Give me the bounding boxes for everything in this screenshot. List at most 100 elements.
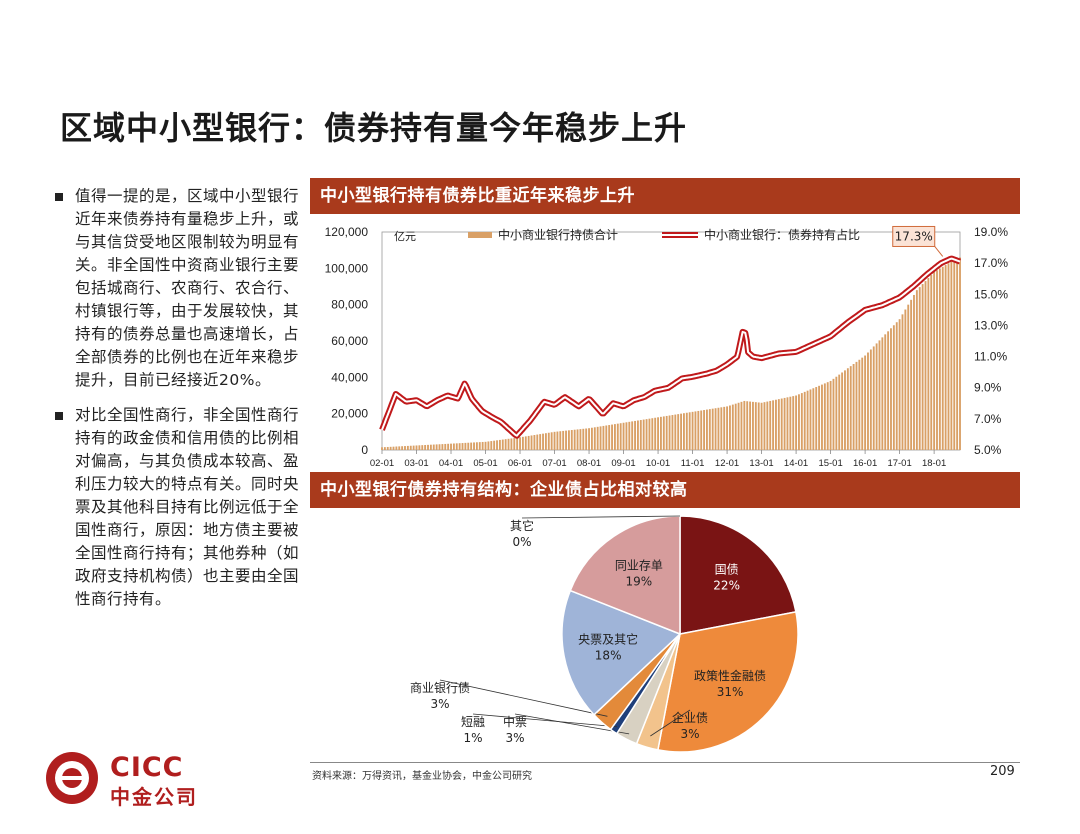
bond-total-bar — [786, 397, 789, 450]
bond-total-bar — [910, 299, 913, 450]
bond-total-bar — [832, 378, 835, 450]
y-left-tick-label: 40,000 — [331, 370, 368, 384]
bond-total-bar — [530, 435, 533, 450]
pie-slice-value: 18% — [595, 649, 622, 663]
pie-slice-label: 同业存单 — [615, 558, 663, 572]
pie-slice — [679, 515, 797, 635]
bond-total-bar — [907, 304, 910, 450]
bond-total-bar — [852, 364, 855, 450]
bond-total-bar — [829, 380, 832, 450]
bond-total-bar — [657, 417, 659, 450]
bond-total-bar — [783, 397, 786, 450]
bond-total-bar — [450, 443, 452, 450]
bond-total-bar — [625, 422, 628, 450]
bond-total-bar — [953, 259, 956, 450]
pie-slice-value: 19% — [626, 574, 653, 588]
y-left-tick-label: 80,000 — [331, 298, 368, 312]
bond-total-bar — [694, 411, 697, 450]
y-right-tick-label: 7.0% — [974, 412, 1002, 426]
bond-total-bar — [639, 420, 642, 450]
bond-total-bar — [898, 319, 901, 450]
bond-total-bar — [757, 402, 760, 450]
bond-total-bar — [714, 408, 717, 450]
bond-total-bar — [386, 446, 389, 450]
bond-total-bar — [381, 447, 383, 450]
bond-total-bar — [927, 278, 930, 450]
bond-total-bar — [665, 415, 668, 450]
bond-total-bar — [547, 432, 550, 450]
y-left-tick-label: 60,000 — [331, 334, 368, 348]
bond-total-bar — [754, 402, 757, 450]
bond-total-bar — [697, 410, 700, 450]
bond-total-bar — [588, 428, 590, 450]
bond-total-bar — [418, 445, 421, 450]
annotation-label: 17.3% — [895, 229, 933, 243]
bond-total-bar — [872, 346, 875, 450]
bond-total-bar — [691, 411, 694, 450]
bond-total-bar — [596, 426, 599, 450]
x-tick-label: 03-01 — [404, 458, 428, 469]
annotation-box — [892, 225, 936, 247]
bond-total-bar — [723, 406, 726, 450]
bond-total-bar — [611, 424, 613, 450]
bond-total-bar — [826, 382, 829, 450]
bond-total-bar — [464, 442, 467, 450]
bond-total-bar — [478, 442, 481, 450]
bond-total-bar — [490, 441, 493, 450]
bond-total-bar — [415, 445, 418, 450]
bond-total-bar — [504, 439, 507, 450]
bond-total-bar — [887, 331, 890, 450]
bond-total-bar — [688, 412, 691, 450]
bond-total-bar — [674, 414, 677, 450]
pie-slice — [657, 611, 799, 753]
bond-total-bar — [590, 427, 593, 450]
bond-total-bar — [752, 401, 754, 450]
bond-total-bar — [556, 431, 559, 450]
bond-total-bar — [890, 328, 892, 450]
x-tick-label: 17-01 — [887, 458, 911, 469]
bond-total-bar — [579, 429, 582, 450]
bond-total-bar — [645, 419, 648, 450]
bond-total-bar — [746, 401, 749, 450]
bond-total-bar — [533, 435, 536, 450]
bond-total-bar — [861, 357, 864, 450]
bond-total-bar — [884, 334, 887, 450]
bond-total-bar — [438, 444, 441, 450]
x-tick-label: 13-01 — [749, 458, 773, 469]
bond-total-bar — [726, 406, 729, 450]
bond-total-bar — [527, 435, 530, 450]
bond-total-bar — [447, 443, 450, 450]
bond-total-bar — [720, 407, 723, 450]
pie-slice-value: 3% — [680, 727, 699, 741]
x-tick-label: 04-01 — [439, 458, 463, 469]
bond-total-bar — [775, 399, 777, 450]
bond-total-bar — [487, 441, 490, 450]
bond-total-bar — [444, 443, 447, 450]
bond-total-bar — [706, 409, 708, 450]
bond-total-bar — [731, 404, 734, 450]
bond-total-bar — [924, 281, 927, 450]
pie-slice-label: 中票 — [503, 714, 527, 729]
bond-total-bar — [576, 429, 579, 450]
bond-total-bar — [798, 394, 800, 450]
bond-total-bar — [481, 441, 484, 450]
share-line-inner — [381, 257, 961, 437]
bond-total-bar — [680, 413, 682, 450]
bond-total-bar — [593, 427, 596, 450]
legend-bar-label: 中小商业银行持债合计 — [498, 227, 618, 242]
bond-total-bar — [915, 290, 918, 450]
chart1-header: 中小型银行持有债券比重近年来稳步上升 — [310, 178, 1020, 214]
bond-total-bar — [795, 395, 798, 450]
bond-total-bar — [685, 412, 688, 450]
bond-total-bar — [792, 396, 795, 450]
bond-total-bar — [708, 409, 711, 450]
bullet-list: 值得一提的是，区域中小型银行近年来债券持有量稳步上升，或与其信贷受地区限制较为明… — [55, 185, 305, 623]
pie-leader-line — [514, 713, 630, 735]
bond-total-bar — [501, 439, 504, 450]
pie-slice — [561, 589, 682, 716]
bond-total-bar — [616, 423, 619, 450]
pie-slice-label: 企业债 — [672, 710, 708, 725]
bond-total-bar — [383, 447, 386, 450]
legend-line-label: 中小商业银行：债券持有占比 — [704, 227, 860, 242]
bond-total-bar — [901, 314, 904, 450]
